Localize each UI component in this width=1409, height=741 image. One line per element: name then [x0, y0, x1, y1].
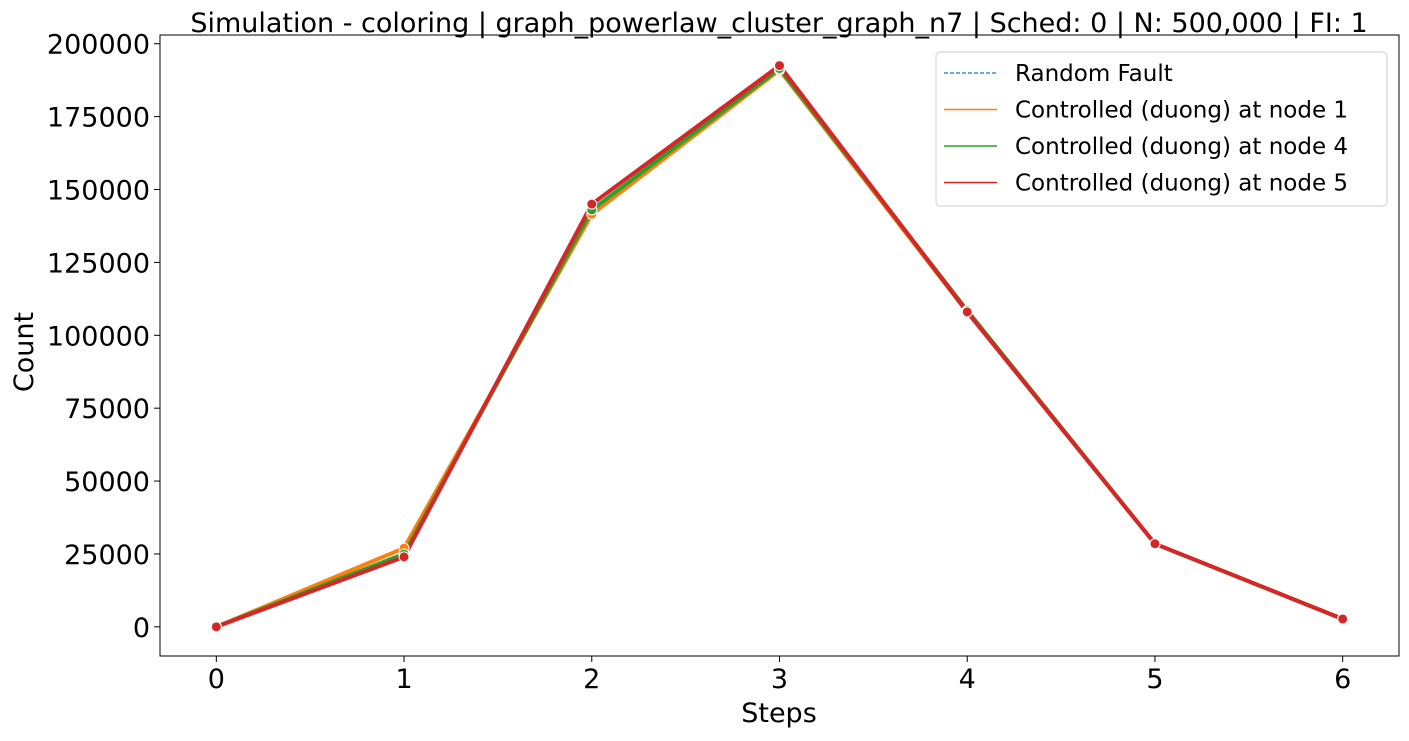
- y-tick-label: 0: [133, 613, 150, 644]
- chart-title: Simulation - coloring | graph_powerlaw_c…: [190, 8, 1367, 39]
- y-tick-label: 150000: [47, 176, 150, 207]
- legend: Random Fault Controlled (duong) at node 1…: [935, 51, 1388, 207]
- y-tick-label: 75000: [64, 394, 150, 425]
- y-tick-label: 25000: [64, 540, 150, 571]
- data-point-3-0: [210, 621, 222, 633]
- data-point-3-5: [1149, 538, 1161, 550]
- y-axis-label: Count: [9, 312, 40, 392]
- plot-markers: [210, 60, 1349, 633]
- x-tick-label: 0: [208, 664, 225, 695]
- legend-label: Controlled (duong) at node 5: [1015, 171, 1348, 197]
- data-point-3-6: [1337, 613, 1349, 625]
- x-tick-label: 5: [1146, 664, 1163, 695]
- legend-label: Controlled (duong) at node 4: [1015, 134, 1348, 160]
- data-point-3-1: [398, 551, 410, 563]
- y-tick-label: 50000: [64, 467, 150, 498]
- legend-box: [935, 51, 1388, 207]
- data-point-3-2: [586, 198, 598, 210]
- legend-label: Random Fault: [1015, 61, 1173, 87]
- y-tick-label: 175000: [47, 103, 150, 134]
- y-tick-label: 200000: [47, 30, 150, 61]
- legend-label: Controlled (duong) at node 1: [1015, 98, 1348, 124]
- x-tick-label: 4: [959, 664, 976, 695]
- x-tick-label: 1: [395, 664, 412, 695]
- x-axis-label: Steps: [741, 698, 817, 729]
- x-tick-label: 6: [1334, 664, 1351, 695]
- x-axis: 0 1 2 3 4 5 6: [208, 656, 1351, 695]
- data-point-3-4: [961, 306, 973, 318]
- data-point-3-3: [774, 60, 785, 72]
- y-tick-label: 125000: [47, 248, 150, 279]
- x-tick-label: 3: [771, 664, 788, 695]
- y-axis: 0 25000 50000 75000 100000 125000 150000 175000…: [47, 30, 160, 644]
- x-tick-label: 2: [583, 664, 600, 695]
- y-tick-label: 100000: [47, 321, 150, 352]
